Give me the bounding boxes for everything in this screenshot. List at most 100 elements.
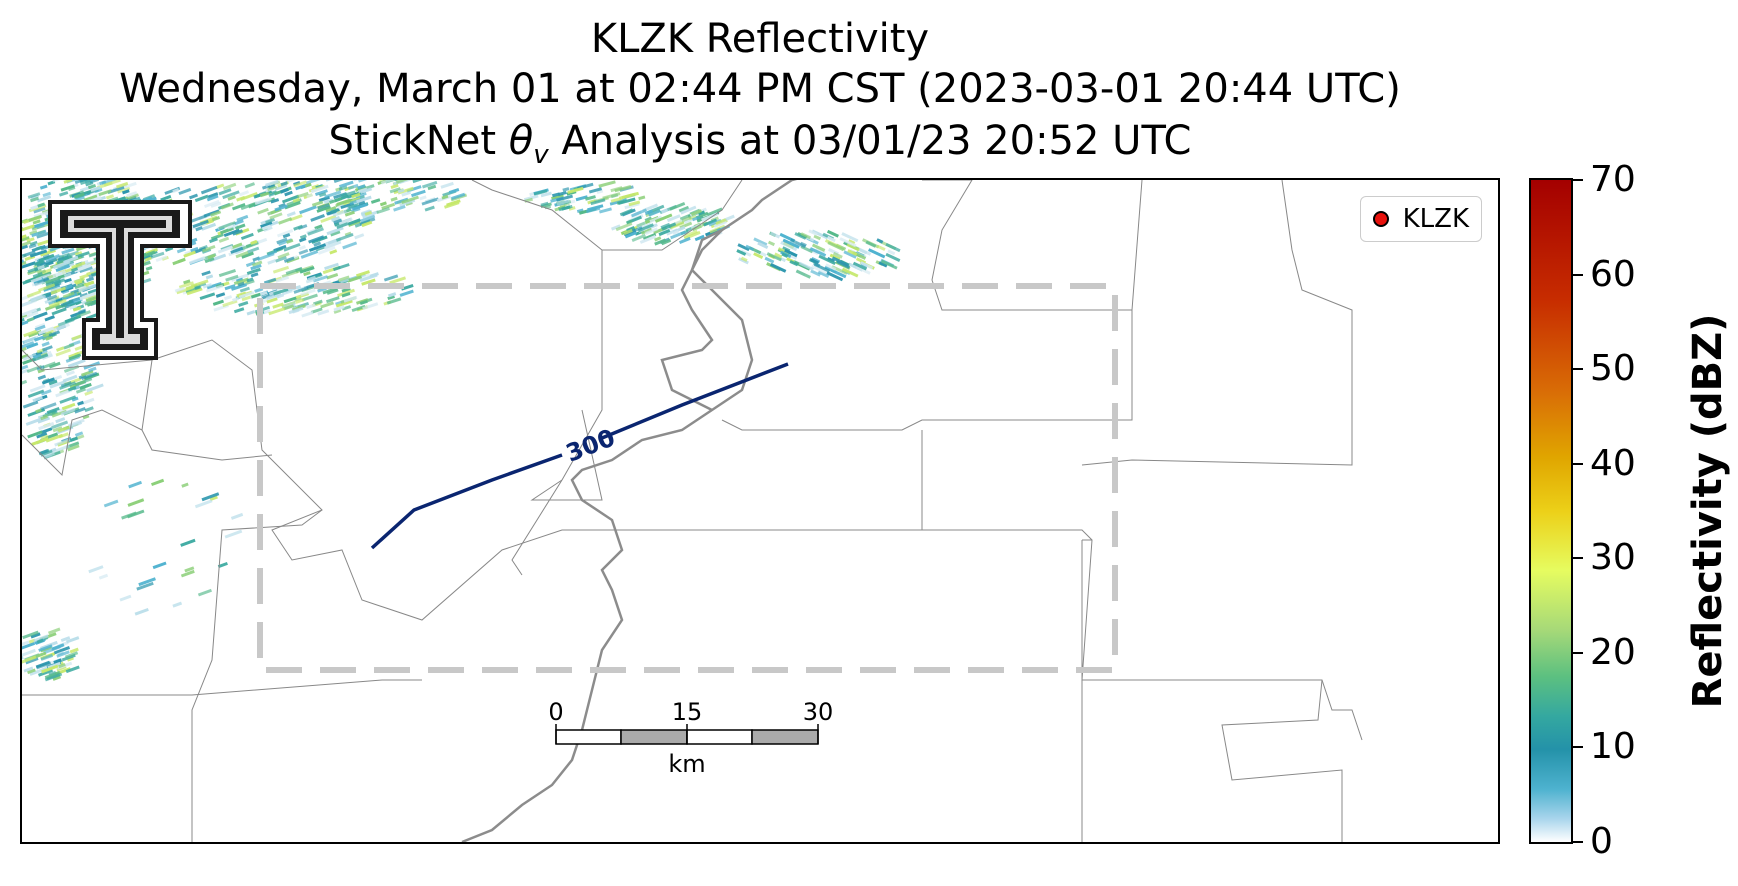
echo-pixel [644,216,653,222]
echo-pixel [315,189,328,196]
reflectivity-echoes [22,180,901,682]
echo-pixel [876,244,886,252]
echo-pixel [52,180,61,183]
echo-pixel [360,214,376,223]
echo-pixel [311,200,324,207]
echo-pixel [709,224,726,234]
echo-pixel [830,268,847,279]
echo-pixel [342,196,361,206]
scale-tick-label: 30 [803,698,834,726]
echo-pixel [852,261,868,271]
echo-pixel [44,315,55,322]
theta-v-contour [601,362,789,440]
echo-pixel [694,234,705,242]
echo-pixel [40,427,53,435]
echo-pixel [201,270,211,277]
echo-pixel [59,395,77,404]
echo-pixel [96,181,113,190]
echo-pixel [34,324,46,332]
echo-pixel [30,294,47,303]
echo-pixel [180,538,196,547]
echo-pixel [338,217,353,226]
echo-pixel [313,241,322,247]
echo-pixel [358,200,366,206]
echo-pixel [362,302,379,311]
echo-pixel [22,346,27,355]
echo-pixel [218,188,232,196]
echo-pixel [283,242,301,252]
echo-pixel [305,277,316,284]
echo-pixel [25,417,43,426]
echo-pixel [79,266,93,274]
scale-tick-label: 15 [672,698,703,726]
echo-pixel [446,199,461,207]
echo-pixel [98,189,112,197]
echo-pixel [27,389,45,399]
echo-pixel [209,237,218,244]
echo-pixel [41,664,59,674]
echo-pixel [356,195,372,204]
echo-pixel [764,256,775,264]
echo-pixel [26,668,36,675]
echo-pixel [644,209,654,216]
echo-pixel [59,191,69,197]
echo-pixel [810,269,821,277]
echo-pixel [119,594,132,602]
river-line [660,229,723,412]
echo-pixel [40,389,52,396]
echo-pixel [57,425,71,433]
echo-pixel [678,205,690,213]
echo-pixel [813,262,831,273]
echo-pixel [355,191,367,199]
echo-pixel [247,246,260,254]
echo-pixel [540,201,549,207]
echo-pixel [202,283,213,289]
colorbar-tick-label: 60 [1590,253,1636,295]
echo-pixel [568,206,576,211]
echo-pixel [421,197,439,206]
echo-pixel [90,186,101,193]
echo-pixel [556,199,570,206]
echo-pixel [71,396,79,402]
echo-pixel [397,188,405,194]
echo-pixel [62,374,78,383]
echo-pixel [323,198,334,205]
echo-pixel [45,335,53,341]
echo-pixel [811,264,827,275]
echo-pixel [757,241,769,249]
echo-pixel [28,214,43,222]
echo-pixel [561,205,571,211]
echo-pixel [183,279,191,285]
echo-pixel [220,226,234,235]
echo-pixel [551,192,561,198]
echo-pixel [654,238,667,246]
echo-pixel [276,237,288,245]
echo-pixel [450,192,466,200]
echo-pixel [232,296,240,302]
echo-pixel [209,495,218,502]
echo-pixel [88,366,97,373]
echo-pixel [48,361,61,369]
echo-pixel [22,364,29,372]
echo-pixel [240,232,254,241]
echo-pixel [33,206,46,214]
echo-pixel [855,265,871,275]
echo-pixel [69,647,79,654]
echo-pixel [38,283,56,293]
echo-pixel [33,311,48,320]
echo-pixel [22,255,25,261]
echo-pixel [57,318,75,327]
radar-map[interactable]: 30 0 0 15 30 km KLZK [20,178,1500,844]
echo-pixel [22,341,35,349]
echo-pixel [401,195,419,204]
echo-pixel [781,252,789,258]
echo-pixel [40,449,53,457]
echo-pixel [37,264,45,271]
colorbar-tick [1573,651,1583,654]
echo-pixel [639,234,657,244]
echo-pixel [305,180,323,185]
echo-pixel [813,234,822,241]
echo-pixel [211,216,221,222]
echo-pixel [55,348,71,357]
echo-pixel [296,191,309,199]
